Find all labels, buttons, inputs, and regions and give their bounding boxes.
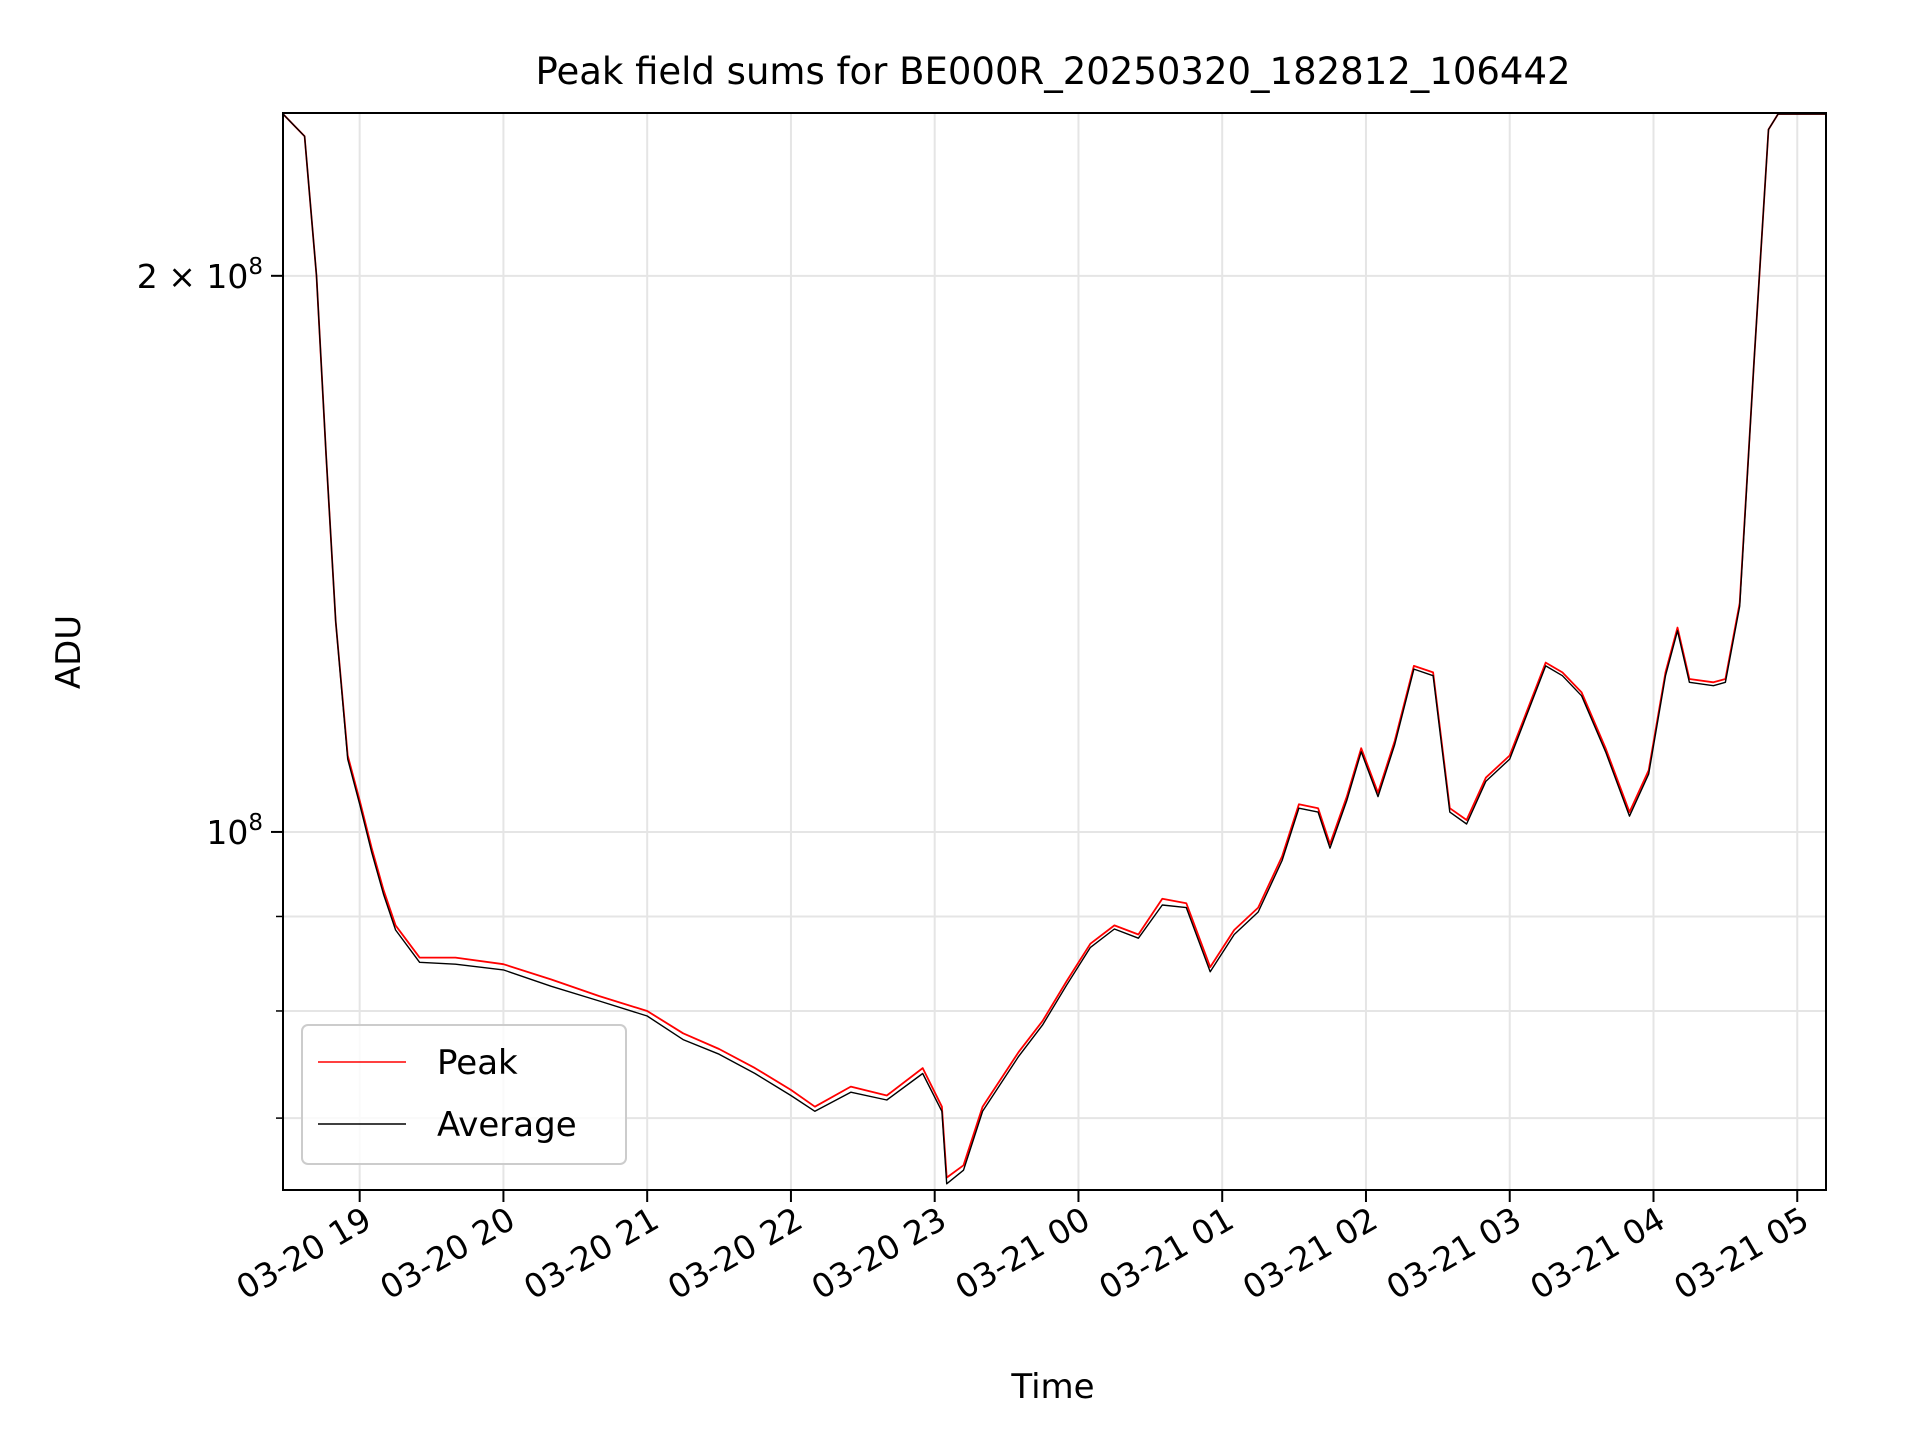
y-axis-label: ADU <box>49 615 89 689</box>
chart-title: Peak field sums for BE000R_20250320_1828… <box>535 50 1570 93</box>
series-line-peak <box>282 113 1826 1179</box>
series-layer <box>282 113 1826 1185</box>
legend-label-average: Average <box>437 1105 577 1145</box>
legend-box <box>301 1024 627 1165</box>
grid <box>283 113 1826 1190</box>
legend-label-peak: Peak <box>437 1043 518 1083</box>
plot-frame <box>282 112 1827 1191</box>
y-tick-label: 2 × 108 <box>137 254 263 296</box>
y-axis: 108 2 × 108 <box>137 254 283 1119</box>
y-tick-label: 108 <box>206 810 263 852</box>
legend: Peak Average <box>301 1024 627 1165</box>
x-axis-label: Time <box>1010 1367 1094 1407</box>
series-line-average <box>282 113 1826 1185</box>
